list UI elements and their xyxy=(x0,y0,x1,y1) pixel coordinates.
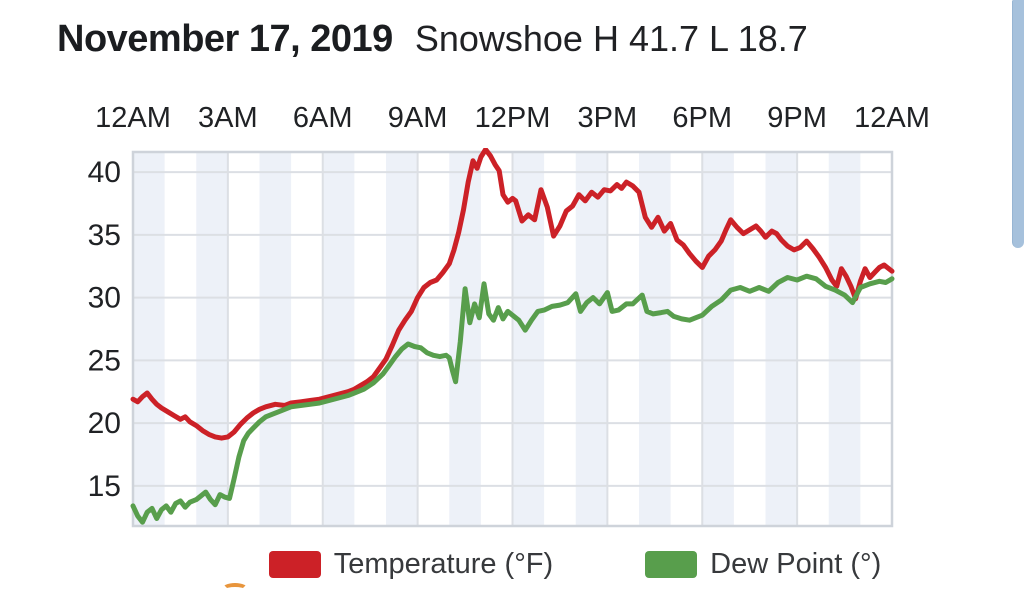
hour-band xyxy=(702,152,734,526)
hour-band xyxy=(765,152,798,526)
temperature-swatch-icon xyxy=(268,550,321,578)
y-tick-label: 30 xyxy=(88,282,121,315)
plot-border xyxy=(131,150,894,528)
x-tick-label: 12AM xyxy=(95,102,171,134)
y-tick-label: 15 xyxy=(88,470,121,503)
x-tick-label: 12PM xyxy=(475,102,551,134)
y-tick-label: 35 xyxy=(88,219,121,252)
x-tick-label: 3PM xyxy=(578,102,638,134)
chart-legend: Temperature (°F) Dew Point (°) xyxy=(126,544,1024,584)
chart-header: November 17, 2019 Snowshoe H 41.7 L 18.7 xyxy=(57,18,984,61)
x-tick-label: 6AM xyxy=(293,102,353,134)
y-tick-label: 20 xyxy=(88,407,121,440)
temperature-legend-label: Temperature (°F) xyxy=(333,547,554,580)
next-chart-peek-arc xyxy=(222,583,248,595)
x-tick-label: 9PM xyxy=(767,102,827,134)
x-tick-label: 9AM xyxy=(388,102,448,134)
hour-band xyxy=(575,152,608,526)
hour-band xyxy=(259,152,292,526)
date-title: November 17, 2019 xyxy=(57,18,393,60)
x-tick-label: 12AM xyxy=(854,102,930,134)
hour-band xyxy=(196,152,228,526)
y-tick-label: 25 xyxy=(88,344,121,377)
x-tick-label: 6PM xyxy=(672,102,732,134)
hour-band xyxy=(133,152,165,526)
y-tick-label: 40 xyxy=(88,156,121,189)
temperature-line xyxy=(130,148,895,441)
hour-band xyxy=(322,152,355,526)
hour-band xyxy=(828,152,861,526)
dew-point-legend-label: Dew Point (°) xyxy=(710,547,882,580)
scrollbar-thumb[interactable] xyxy=(1012,0,1024,248)
x-tick-label: 3AM xyxy=(198,102,258,134)
station-high-low-summary: Snowshoe H 41.7 L 18.7 xyxy=(414,18,808,59)
legend-item-dew-point: Dew Point (°) xyxy=(645,548,881,581)
dew-point-line xyxy=(130,273,895,525)
hour-band xyxy=(386,152,418,526)
dew-point-swatch-icon xyxy=(645,550,698,578)
legend-item-temperature: Temperature (°F) xyxy=(268,547,554,581)
